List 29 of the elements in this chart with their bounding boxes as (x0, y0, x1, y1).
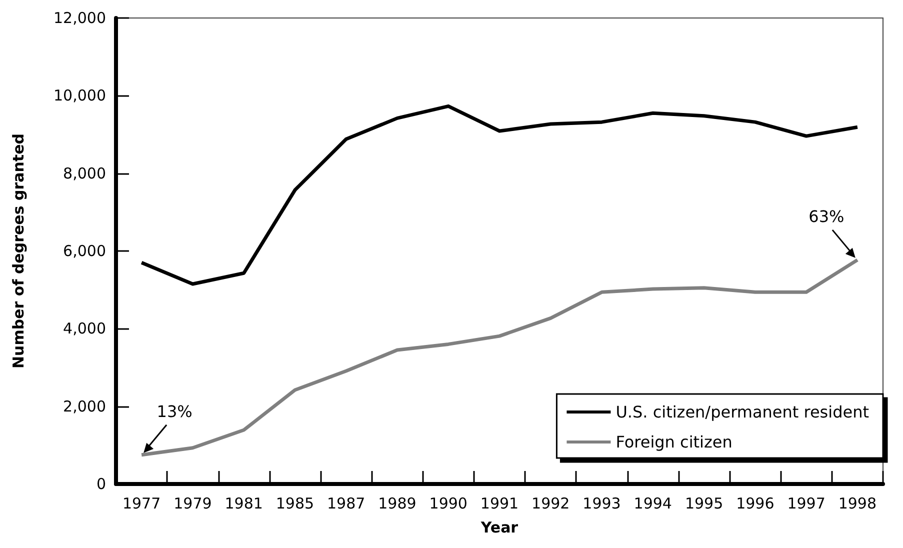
x-tick-label: 1994 (634, 494, 672, 512)
x-tick-label: 1990 (429, 494, 468, 512)
x-tick-label: 1992 (532, 494, 570, 512)
x-tick-label: 1977 (122, 494, 161, 512)
line-series (140, 104, 860, 286)
x-tick-label: 1987 (327, 494, 366, 512)
y-tick-label: 2,000 (63, 397, 106, 416)
annotation: 13% (156, 402, 192, 421)
x-tick-label: 1997 (787, 494, 826, 512)
x-tick-label: 1981 (224, 494, 263, 512)
y-tick-label: 10,000 (54, 86, 106, 105)
x-tick-label: 1995 (684, 494, 724, 512)
x-axis-title: Year (480, 518, 519, 536)
y-tick-label: 12,000 (54, 9, 106, 27)
y-axis-title: Number of degrees granted (10, 133, 28, 369)
legend-label: Foreign citizen (616, 432, 732, 452)
annotation: 63% (808, 206, 844, 226)
x-tick-label: 1989 (378, 494, 416, 512)
legend-label: U.S. citizen/permanent resident (616, 402, 869, 422)
x-tick-label: 1979 (174, 494, 212, 512)
x-tick-label: 1996 (736, 494, 774, 512)
y-tick-label: 8,000 (63, 164, 106, 182)
x-tick-label: 1998 (838, 494, 877, 512)
y-tick-label: 4,000 (63, 320, 106, 338)
x-tick-label: 1993 (582, 494, 621, 512)
x-tick-label: 1985 (276, 494, 314, 512)
y-tick-label: 0 (96, 475, 106, 493)
x-tick-label: 1991 (480, 494, 519, 512)
y-tick-label: 6,000 (63, 242, 106, 260)
